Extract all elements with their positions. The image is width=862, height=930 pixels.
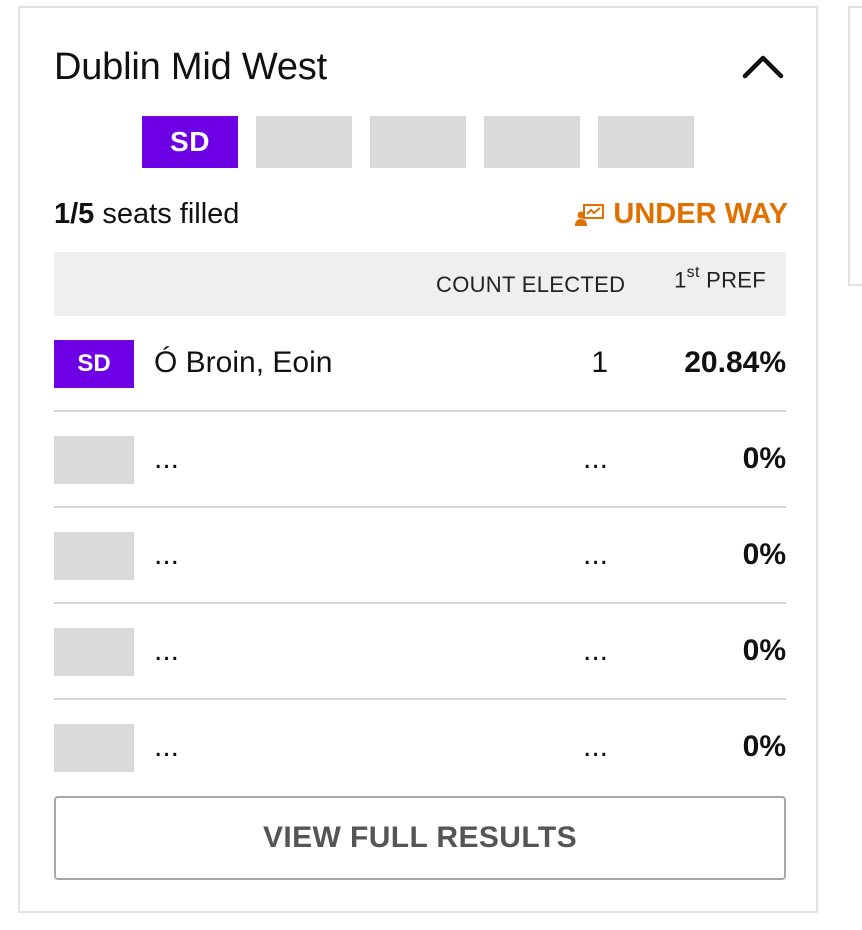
seat-boxes: SD [142,116,694,168]
count-elected: ... [582,442,608,475]
first-pref-percent: 0% [742,442,786,475]
candidate-row[interactable]: SD Ó Broin, Eoin 1 20.84% [54,316,786,412]
seat-box-empty [598,116,694,168]
candidate-row[interactable]: ... ... 0% [54,412,786,508]
candidate-row[interactable]: ... ... 0% [54,604,786,700]
count-elected: ... [582,634,608,667]
collapse-button[interactable] [738,46,788,86]
party-badge [54,532,134,580]
chevron-up-icon [742,55,784,79]
seat-box-empty [256,116,352,168]
party-badge [54,436,134,484]
first-pref-percent: 0% [742,634,786,667]
count-status-label: UNDER WAY [613,198,788,230]
first-pref-percent: 20.84% [684,346,786,379]
count-elected: 1 [591,346,608,379]
seat-box-empty [370,116,466,168]
view-full-results-button[interactable]: VIEW FULL RESULTS [54,796,786,880]
seat-box-empty [484,116,580,168]
candidate-row[interactable]: ... ... 0% [54,508,786,604]
count-elected: ... [582,730,608,763]
seat-box-filled: SD [142,116,238,168]
first-pref-percent: 0% [742,538,786,571]
party-badge [54,628,134,676]
candidate-name: ... [154,730,180,763]
first-pref-percent: 0% [742,730,786,763]
header-count-elected: COUNT ELECTED [436,272,626,297]
count-in-progress-icon [575,203,605,226]
count-status: UNDER WAY [568,198,788,231]
seats-filled-suffix: seats filled [102,198,240,230]
candidate-name: Ó Broin, Eoin [154,346,333,379]
candidate-name: ... [154,634,180,667]
seats-filled-count: 1/5 [54,198,95,230]
candidate-name: ... [154,442,180,475]
adjacent-card-edge [848,6,862,286]
party-badge [54,724,134,772]
candidate-row[interactable]: ... ... 0% [54,700,786,796]
constituency-card: Dublin Mid West SD 1/5 seats filled UNDE… [18,6,818,913]
party-badge: SD [54,340,134,388]
candidate-name: ... [154,538,180,571]
results-table-header: COUNT ELECTED 1st PREF [54,252,786,316]
results-table-body: SD Ó Broin, Eoin 1 20.84% ... ... 0% ...… [54,316,786,796]
header-first-pref: 1st PREF [674,264,766,293]
count-elected: ... [582,538,608,571]
constituency-title: Dublin Mid West [54,46,327,88]
seats-filled-text: 1/5 seats filled [54,198,239,231]
